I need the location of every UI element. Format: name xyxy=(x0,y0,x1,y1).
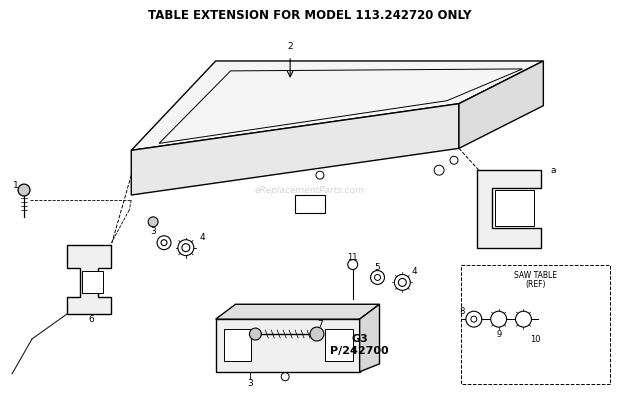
Circle shape xyxy=(371,270,384,284)
Bar xyxy=(224,329,252,361)
Text: TABLE EXTENSION FOR MODEL 113.242720 ONLY: TABLE EXTENSION FOR MODEL 113.242720 ONL… xyxy=(148,10,472,22)
Polygon shape xyxy=(216,304,379,319)
Circle shape xyxy=(157,236,171,250)
Bar xyxy=(495,190,534,226)
Text: 11: 11 xyxy=(347,253,358,262)
Text: 6: 6 xyxy=(89,315,94,324)
Text: G3: G3 xyxy=(352,334,368,344)
Text: 9: 9 xyxy=(496,330,502,339)
Circle shape xyxy=(434,165,444,175)
Bar xyxy=(82,272,104,293)
Bar xyxy=(325,329,353,361)
Circle shape xyxy=(399,278,406,286)
Text: 3: 3 xyxy=(150,227,156,236)
Circle shape xyxy=(471,316,477,322)
Text: 4: 4 xyxy=(200,233,206,242)
Circle shape xyxy=(182,244,190,252)
Circle shape xyxy=(18,184,30,196)
Text: 3: 3 xyxy=(247,379,254,388)
Circle shape xyxy=(516,311,531,327)
Circle shape xyxy=(249,328,262,340)
Text: 4: 4 xyxy=(412,267,417,276)
Polygon shape xyxy=(459,61,543,148)
Circle shape xyxy=(348,260,358,270)
Text: eReplacementParts.com: eReplacementParts.com xyxy=(255,185,365,195)
Circle shape xyxy=(148,217,158,227)
Circle shape xyxy=(394,274,410,290)
Circle shape xyxy=(178,240,194,256)
Circle shape xyxy=(281,373,289,381)
Polygon shape xyxy=(360,304,379,372)
Text: a: a xyxy=(551,166,556,175)
Circle shape xyxy=(374,274,381,280)
Text: 10: 10 xyxy=(530,335,541,343)
Text: 8: 8 xyxy=(459,307,464,316)
Text: P/242700: P/242700 xyxy=(330,346,389,356)
Polygon shape xyxy=(131,61,543,150)
Polygon shape xyxy=(216,319,360,372)
Circle shape xyxy=(490,311,507,327)
Circle shape xyxy=(310,327,324,341)
Text: 1: 1 xyxy=(13,181,19,190)
Polygon shape xyxy=(67,245,112,314)
Circle shape xyxy=(450,156,458,164)
Circle shape xyxy=(316,171,324,179)
Polygon shape xyxy=(477,170,541,248)
Text: SAW TABLE: SAW TABLE xyxy=(514,272,557,281)
Text: 7: 7 xyxy=(317,320,323,329)
Polygon shape xyxy=(131,104,459,195)
Bar xyxy=(295,195,325,213)
Bar xyxy=(461,264,610,384)
Text: 5: 5 xyxy=(374,263,381,272)
Circle shape xyxy=(466,311,482,327)
Text: (REF): (REF) xyxy=(525,280,546,289)
Text: 2: 2 xyxy=(287,42,293,51)
Circle shape xyxy=(161,240,167,246)
